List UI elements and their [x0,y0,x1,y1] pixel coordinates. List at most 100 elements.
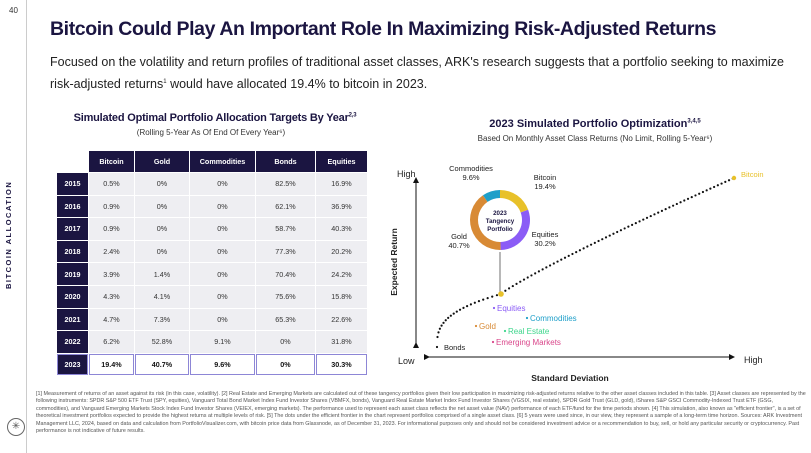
frontier-dot [713,185,716,189]
frontier-dot [548,264,552,267]
donut-value-equities: 30.2% [534,239,556,248]
value-cell: 0% [190,240,255,263]
value-cell: 6.2% [89,331,134,353]
frontier-dot [619,229,623,232]
frontier-dot [515,282,518,285]
frontier-dot [440,324,443,327]
value-cell: 77.3% [256,240,315,263]
commodities-point [525,316,529,320]
frontier-dot [571,252,574,256]
frontier-dot [727,179,731,182]
value-cell: 0% [190,173,255,195]
value-cell: 4.3% [89,285,134,308]
year-cell: 2020 [57,285,88,308]
frontier-dot [473,301,476,304]
column-header: Bitcoin [89,151,134,172]
frontier-dot [530,274,533,277]
value-cell: 9.1% [190,331,255,353]
frontier-dot [672,204,675,207]
donut-center-text: 2023 [493,210,507,217]
value-cell: 15.8% [316,285,367,308]
value-cell: 0% [256,353,315,376]
frontier-dot [701,190,705,194]
footnote-ref: 1 [163,79,167,85]
donut-slice-equities [500,209,530,250]
frontier-dot [582,247,585,250]
frontier-dot [589,243,593,246]
year-cell: 2018 [57,240,88,263]
frontier-dot [657,211,660,214]
frontier-dot [507,287,511,290]
bonds-label: Bonds [444,343,466,352]
frontier-dot [683,199,686,202]
column-header: Bonds [256,151,315,172]
frontier-dot [623,227,626,230]
frontier-dot [586,245,589,248]
frontier-dot [486,296,489,300]
donut-value-commodities: 9.6% [462,173,479,182]
frontier-dot [631,223,634,226]
frontier-dot [442,321,445,324]
chart-subtitle: Based On Monthly Asset Class Returns (No… [477,134,713,143]
value-cell: 7.3% [135,308,189,331]
frontier-dot [436,335,439,339]
table-subtitle: (Rolling 5-Year As Of End Of Every Year⁶… [136,128,286,137]
year-cell: 2015 [57,173,88,195]
frontier-dot [435,345,439,349]
donut-label-gold: Gold [451,232,467,241]
year-cell: 2022 [57,331,88,353]
y-axis-label: Expected Return [389,228,399,296]
value-cell: 0.5% [89,173,134,195]
frontier-dot [519,280,522,283]
value-cell: 36.9% [316,195,367,218]
donut-value-gold: 40.7% [448,241,470,250]
value-cell: 62.1% [256,195,315,218]
value-cell: 2.4% [89,240,134,263]
donut-slice-bitcoin [500,190,529,213]
value-cell: 0% [190,195,255,218]
equities-point [492,306,496,310]
value-cell: 52.8% [135,331,189,353]
footnote-ref: 3,4,5 [687,118,701,125]
page-title: Bitcoin Could Play An Important Role In … [50,18,717,40]
intro-part2: would have allocated 19.4% to bitcoin in… [166,77,428,92]
year-cell: 2023 [57,353,88,376]
donut-center-text: Tangency [486,218,515,225]
value-cell: 82.5% [256,173,315,195]
table-row: 2021 4.7% 7.3% 0% 65.3% 22.6% [57,308,367,331]
frontier-dot [491,295,494,298]
year-cell: 2016 [57,195,88,218]
footnotes: [1] Measurement of returns of an asset a… [36,391,806,435]
frontier-dot [437,331,440,334]
y-high-label: High [397,169,416,179]
frontier-dot [563,256,567,259]
year-cell: 2019 [57,263,88,285]
frontier-dot [534,272,537,275]
value-cell: 0% [190,263,255,285]
value-cell: 9.6% [190,353,255,376]
frontier-dot [634,222,637,225]
frontier-dot [709,187,712,190]
frontier-dot [567,254,570,257]
frontier-dot [694,194,697,197]
tangency-point [498,291,504,297]
column-header: Equities [316,151,367,172]
value-cell: 0% [135,218,189,240]
frontier-dot [604,236,608,239]
frontier-dot [642,218,645,221]
chart-title-text: 2023 Simulated Portfolio Optimization [489,118,688,130]
frontier-dot [578,249,582,252]
frontier-dot [608,234,611,237]
emerging-label: Emerging Markets [496,338,561,347]
chart-title: 2023 Simulated Portfolio Optimization3,4… [420,118,770,130]
frontier-dot [597,239,600,243]
gold-point [474,324,478,328]
table-title-text: Simulated Optimal Portfolio Allocation T… [73,112,349,124]
frontier-dot [653,213,656,216]
value-cell: 30.3% [316,353,367,376]
value-cell: 4.7% [89,308,134,331]
commodities-label: Commodities [530,314,577,323]
table-title: Simulated Optimal Portfolio Allocation T… [30,112,400,124]
frontier-dot [482,298,485,301]
frontier-dot [444,319,447,322]
